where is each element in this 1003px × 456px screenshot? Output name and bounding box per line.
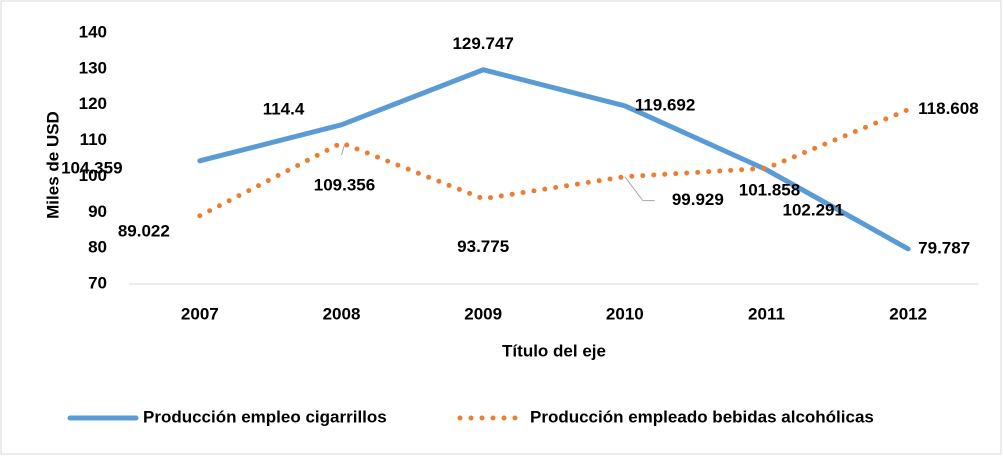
y-tick-label: 120 bbox=[79, 94, 107, 113]
data-label: 109.356 bbox=[314, 175, 375, 194]
data-label: 119.692 bbox=[635, 95, 696, 114]
y-tick-label: 90 bbox=[88, 202, 107, 221]
data-label: 129.747 bbox=[452, 34, 513, 53]
y-tick-label: 70 bbox=[88, 273, 107, 292]
data-label: 89.022 bbox=[118, 221, 170, 240]
series-line bbox=[197, 107, 911, 219]
legend-label: Producción empleo cigarrillos bbox=[143, 407, 387, 426]
data-label: 79.787 bbox=[918, 238, 970, 257]
x-tick-label: 2008 bbox=[323, 304, 361, 323]
x-tick-label: 2011 bbox=[748, 304, 785, 323]
y-tick-label: 100 bbox=[79, 166, 107, 185]
legend-label: Producción empleado bebidas alcohólicas bbox=[530, 407, 874, 426]
data-label: 101.858 bbox=[739, 180, 800, 199]
data-label: 104.359 bbox=[61, 158, 122, 177]
y-tick-label: 140 bbox=[79, 22, 107, 41]
x-tick-label: 2012 bbox=[889, 304, 927, 323]
x-tick-label: 2007 bbox=[181, 304, 219, 323]
leader-line bbox=[624, 176, 655, 202]
y-tick-label: 80 bbox=[88, 238, 107, 257]
y-tick-label: 130 bbox=[79, 58, 107, 77]
data-label: 93.775 bbox=[457, 237, 509, 256]
data-label: 118.608 bbox=[918, 99, 979, 118]
y-axis-label: Miles de USD bbox=[43, 111, 62, 219]
data-label: 99.929 bbox=[672, 190, 724, 209]
y-tick-label: 110 bbox=[80, 130, 107, 149]
series-line bbox=[197, 67, 911, 252]
data-label: 102.291 bbox=[783, 201, 844, 220]
x-tick-label: 2010 bbox=[606, 304, 644, 323]
x-tick-label: 2009 bbox=[464, 304, 502, 323]
x-axis-label: Título del eje bbox=[502, 341, 606, 360]
leader-line bbox=[341, 144, 345, 156]
data-label: 114.4 bbox=[263, 99, 305, 118]
